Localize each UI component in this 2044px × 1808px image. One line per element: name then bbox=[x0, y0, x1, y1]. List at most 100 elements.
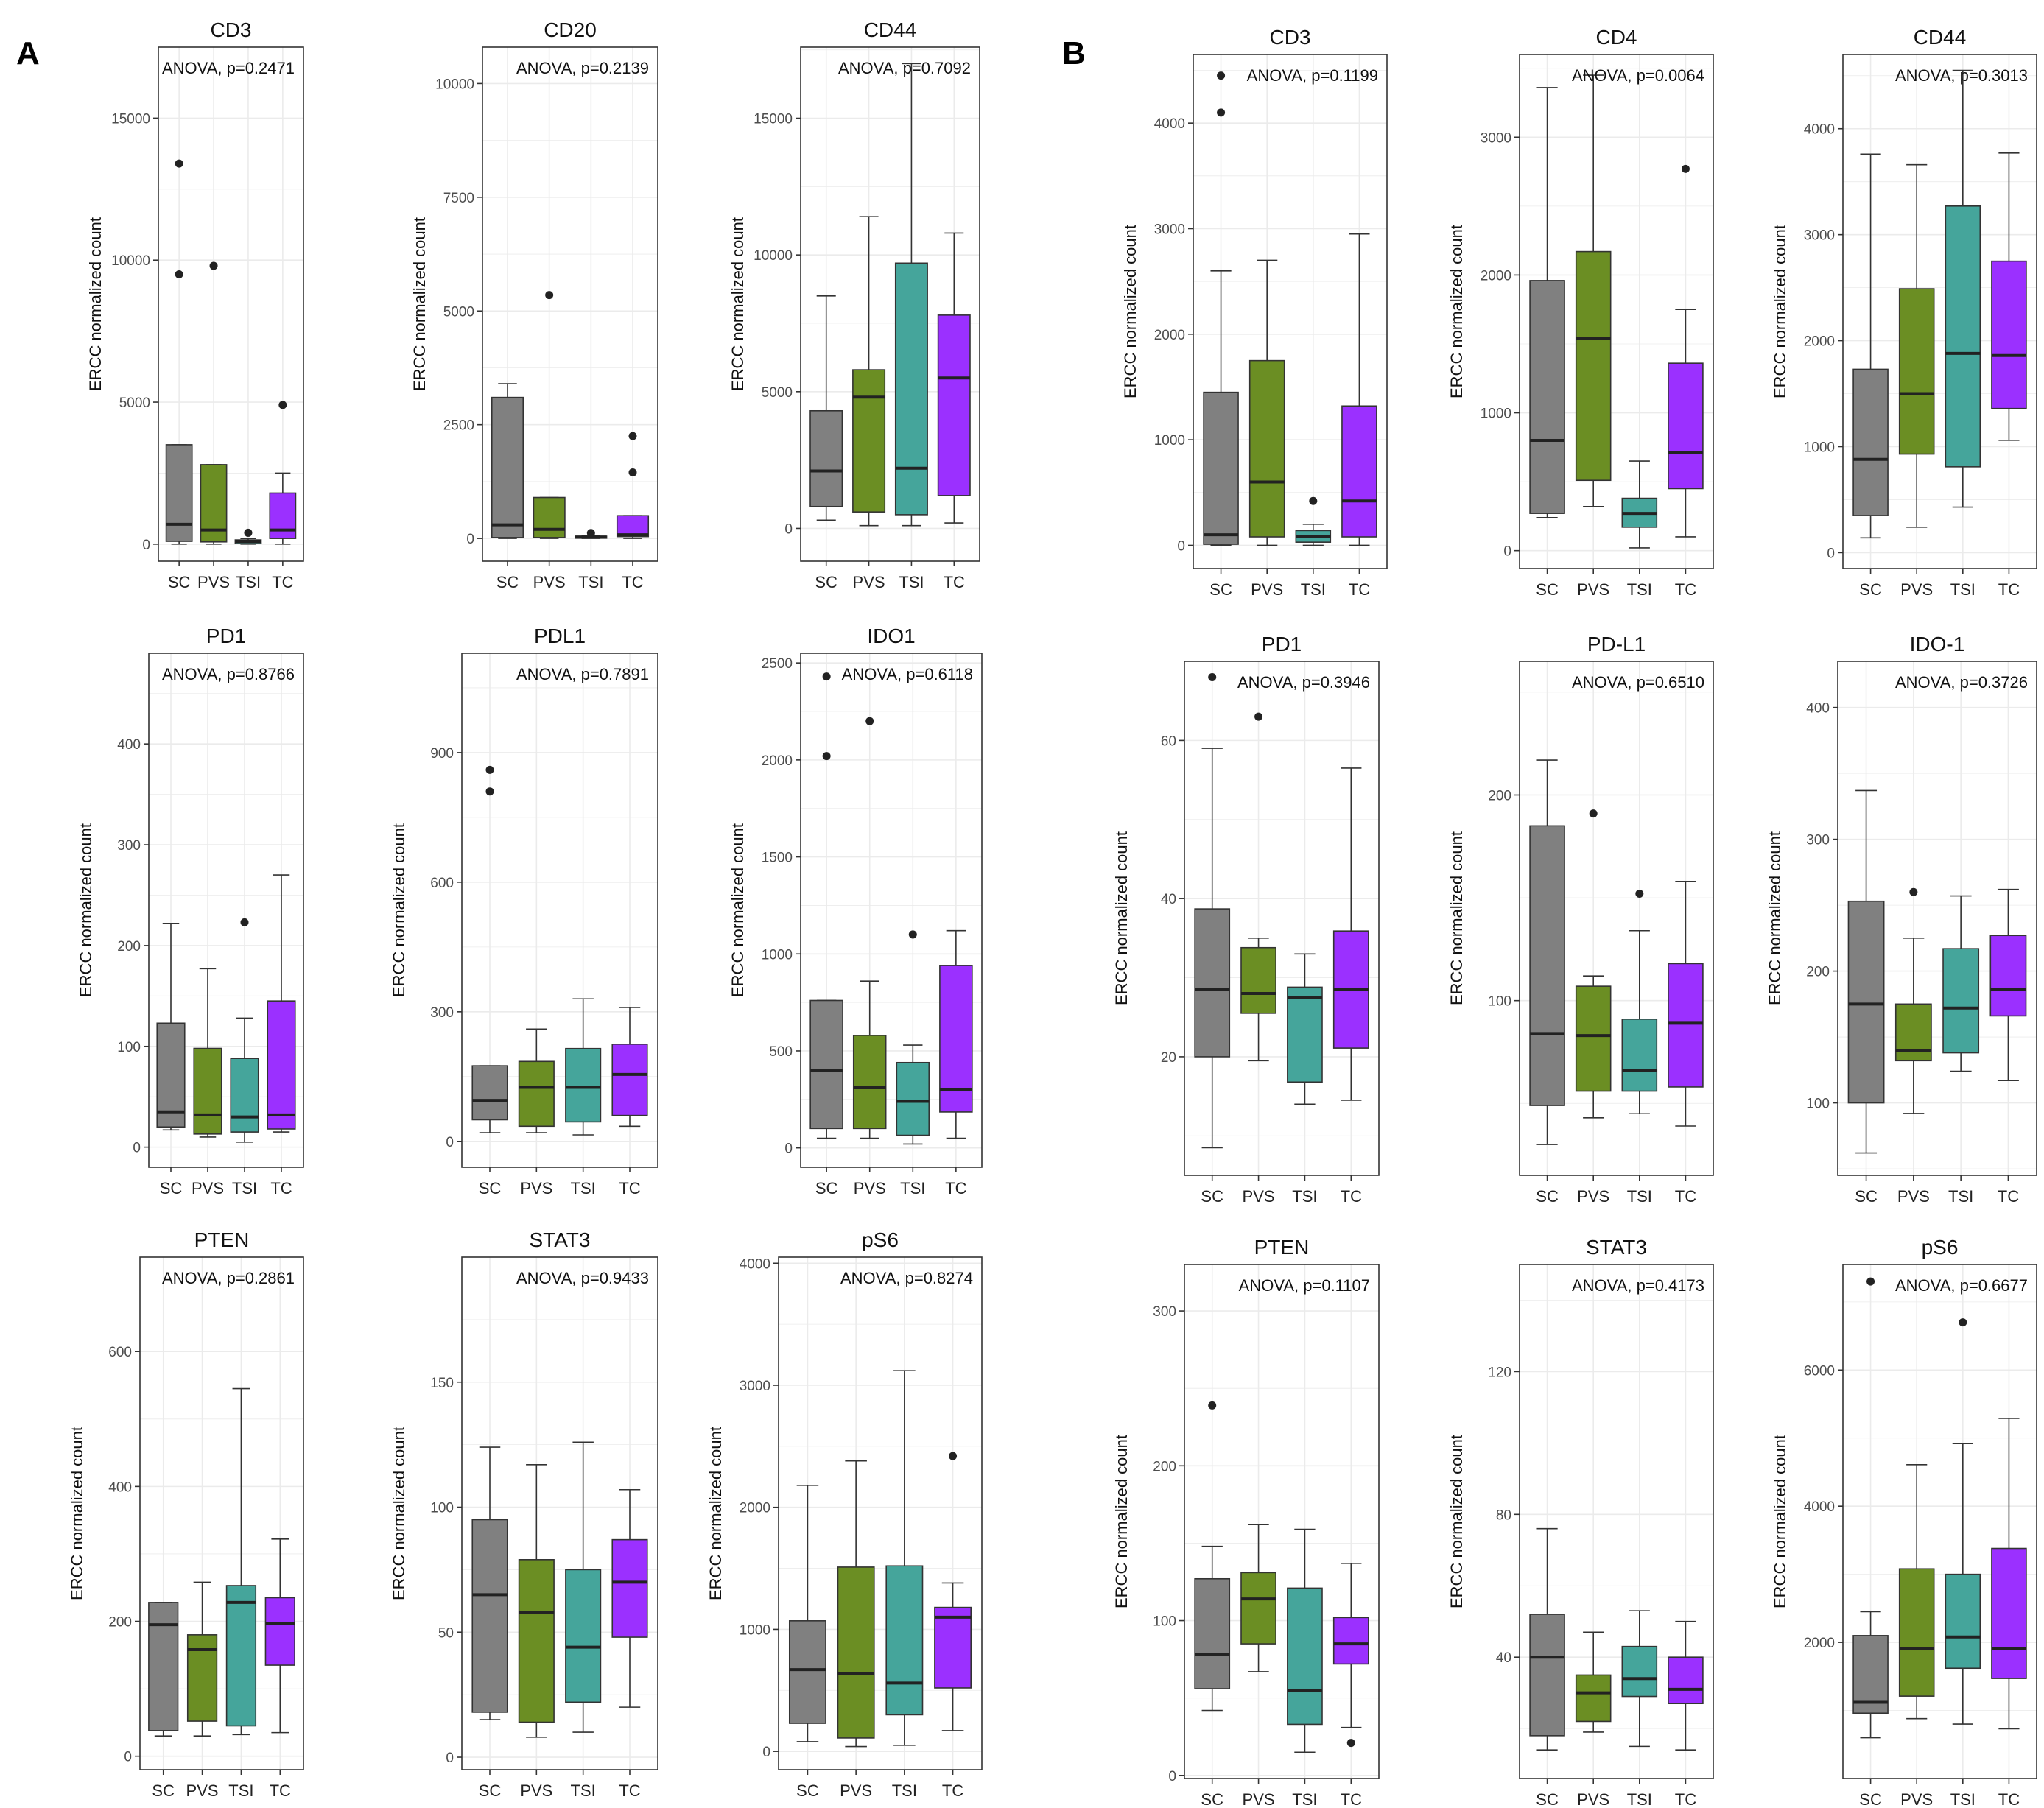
chart-title: PD1 bbox=[1262, 633, 1302, 655]
x-tick-label: TC bbox=[1998, 580, 2020, 599]
chart-title: IDO1 bbox=[867, 625, 915, 647]
box-pvs bbox=[186, 1581, 218, 1737]
box-tc bbox=[267, 874, 296, 1133]
outlier-point bbox=[1635, 889, 1644, 898]
y-tick-label: 40 bbox=[1496, 1650, 1511, 1666]
box-pvs bbox=[852, 216, 886, 527]
box-sc bbox=[809, 672, 843, 1139]
chart-title: CD3 bbox=[1269, 26, 1310, 49]
y-axis-label: ERCC normalized count bbox=[1766, 831, 1784, 1005]
x-tick-label: SC bbox=[1209, 580, 1232, 599]
y-tick-label: 100 bbox=[1488, 994, 1511, 1010]
box-sc bbox=[148, 1602, 179, 1737]
x-tick-label: TC bbox=[272, 573, 293, 591]
box-sc bbox=[1852, 1277, 1889, 1739]
boxplot-a-cd20: 0 2500 5000 7500 10000 SC PVS TSI TC CD20 ANOVA, p… bbox=[410, 18, 658, 591]
boxplot-a-cd44: 0 5000 10000 15000 SC PVS TSI TC CD44 ANOVA, p=0.… bbox=[728, 18, 980, 591]
y-axis-label: ERCC normalized count bbox=[1112, 1435, 1131, 1608]
y-tick-label: 120 bbox=[1488, 1365, 1511, 1380]
chart-title: IDO-1 bbox=[1910, 633, 1965, 655]
chart-title: CD44 bbox=[1914, 26, 1967, 49]
x-tick-label: TC bbox=[622, 573, 643, 591]
anova-annotation: ANOVA, p=0.3013 bbox=[1895, 66, 2028, 85]
x-tick-label: TC bbox=[1998, 1790, 2020, 1808]
box-body bbox=[1575, 250, 1612, 482]
x-tick-label: SC bbox=[1855, 1187, 1878, 1206]
y-tick-label: 3000 bbox=[1804, 228, 1835, 244]
y-axis-label: ERCC normalized count bbox=[728, 217, 747, 391]
box-body bbox=[1989, 935, 2027, 1017]
plot-frame bbox=[461, 1256, 658, 1770]
outlier-point bbox=[1681, 164, 1690, 173]
anova-annotation: ANOVA, p=0.6510 bbox=[1572, 673, 1704, 692]
box-pvs bbox=[200, 261, 228, 545]
x-tick-label: TSI bbox=[232, 1179, 257, 1197]
box-sc bbox=[788, 1485, 826, 1742]
y-tick-label: 0 bbox=[784, 1142, 793, 1157]
anova-annotation: ANOVA, p=0.8274 bbox=[840, 1269, 973, 1287]
x-tick-label: TSI bbox=[1627, 1790, 1652, 1808]
x-tick-label: PVS bbox=[186, 1781, 219, 1800]
box-tc bbox=[1332, 1562, 1369, 1748]
box-body bbox=[1668, 963, 1704, 1088]
box-tsi bbox=[1942, 895, 1980, 1072]
box-tsi bbox=[1621, 460, 1658, 549]
y-axis-label: ERCC normalized count bbox=[77, 823, 95, 997]
box-body bbox=[1203, 391, 1239, 545]
x-tick-label: TC bbox=[1341, 1187, 1362, 1206]
y-tick-label: 6000 bbox=[1804, 1363, 1835, 1379]
boxplot-b-cd4: 0 1000 2000 3000 SC PVS TSI TC CD4 ANOVA, p=0.006… bbox=[1447, 26, 1714, 599]
outlier-point bbox=[822, 752, 831, 761]
box-pvs bbox=[533, 291, 566, 539]
x-tick-label: SC bbox=[1201, 1187, 1223, 1206]
y-tick-label: 20 bbox=[1161, 1050, 1176, 1066]
box-pvs bbox=[1575, 1631, 1612, 1733]
box-body bbox=[1945, 205, 1981, 468]
y-tick-label: 0 bbox=[1827, 546, 1835, 561]
x-tick-label: PVS bbox=[1577, 1790, 1609, 1808]
box-tsi bbox=[225, 1387, 257, 1736]
box-body bbox=[1898, 1568, 1935, 1697]
panel-label-a: A bbox=[16, 35, 40, 71]
chart-title: PD1 bbox=[206, 625, 246, 647]
y-tick-label: 200 bbox=[1153, 1459, 1176, 1474]
box-tsi bbox=[234, 528, 262, 545]
box-tsi bbox=[1295, 496, 1332, 546]
y-tick-label: 0 bbox=[446, 1751, 454, 1766]
box-sc bbox=[1852, 153, 1889, 539]
box-sc bbox=[156, 922, 186, 1131]
y-axis-label: ERCC normalized count bbox=[1112, 831, 1131, 1005]
chart-title: PTEN bbox=[194, 1228, 250, 1251]
x-tick-label: PVS bbox=[840, 1781, 872, 1800]
x-tick-label: TC bbox=[1349, 580, 1370, 599]
x-tick-label: TSI bbox=[571, 1179, 596, 1197]
y-tick-label: 2000 bbox=[762, 753, 793, 769]
outlier-point bbox=[278, 401, 287, 409]
chart-title: pS6 bbox=[862, 1228, 899, 1251]
y-tick-label: 2000 bbox=[1804, 1636, 1835, 1651]
x-tick-label: SC bbox=[815, 1179, 838, 1197]
box-body bbox=[1575, 1674, 1612, 1723]
box-body bbox=[1945, 1573, 1981, 1670]
box-pvs bbox=[1240, 1524, 1276, 1672]
boxplot-b-pd1: 20 40 60 SC PVS TSI TC PD1 ANOVA, p=0.3946 ERCC n… bbox=[1112, 633, 1380, 1206]
y-tick-label: 300 bbox=[430, 1005, 454, 1021]
x-tick-label: TC bbox=[1341, 1790, 1362, 1808]
plot-frame bbox=[482, 46, 658, 562]
y-tick-label: 1000 bbox=[762, 947, 793, 963]
y-axis-label: ERCC normalized count bbox=[1121, 225, 1139, 398]
box-sc bbox=[1203, 71, 1239, 546]
y-tick-label: 400 bbox=[1806, 701, 1830, 717]
y-tick-label: 1000 bbox=[740, 1622, 770, 1638]
boxplot-b-ps6: 2000 4000 6000 SC PVS TSI TC pS6 ANOVA, p=0.6677… bbox=[1771, 1236, 2037, 1808]
box-pvs bbox=[1240, 712, 1276, 1062]
chart-title: PD-L1 bbox=[1587, 633, 1646, 655]
box-sc bbox=[1529, 759, 1565, 1145]
box-tc bbox=[934, 1452, 972, 1731]
box-sc bbox=[471, 765, 508, 1133]
y-tick-label: 4000 bbox=[1804, 1499, 1835, 1515]
y-tick-label: 0 bbox=[1503, 544, 1511, 560]
box-tsi bbox=[1621, 889, 1658, 1115]
outlier-point bbox=[822, 672, 831, 681]
y-tick-label: 200 bbox=[1488, 788, 1511, 803]
